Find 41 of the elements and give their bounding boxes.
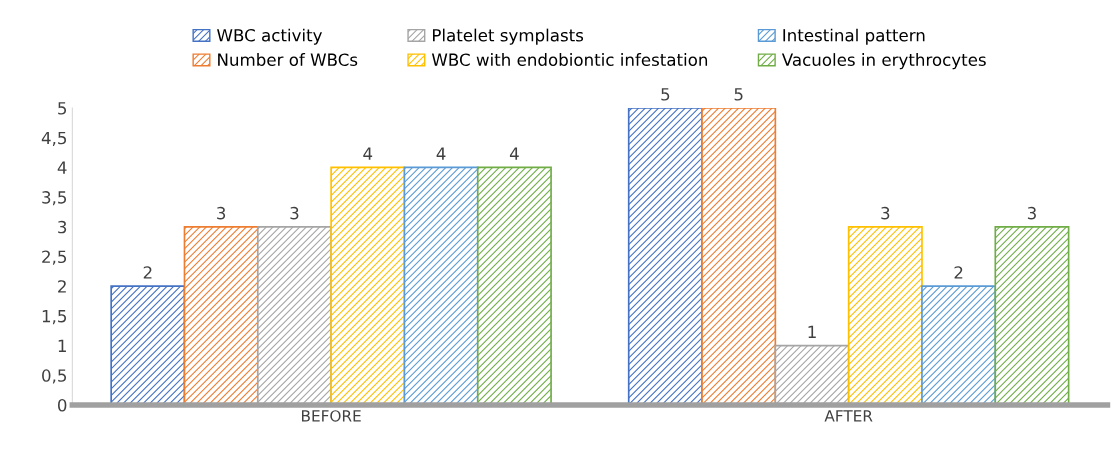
data-label: 3 — [290, 206, 299, 220]
bar — [183, 225, 259, 405]
y-tick-label: 4 — [57, 161, 67, 174]
data-label: 1 — [808, 325, 816, 338]
data-label: 5 — [661, 88, 670, 101]
y-tick-label: 2,5 — [42, 250, 67, 265]
data-label: 3 — [881, 206, 890, 220]
data-label: 2 — [954, 266, 963, 279]
y-tick-label: 4,5 — [41, 131, 67, 146]
bar — [701, 108, 777, 405]
legend-label: Platelet symplasts — [433, 28, 584, 45]
y-tick-label: 3 — [58, 220, 67, 234]
legend-label: WBC with endobiontic infestation — [431, 53, 708, 67]
y-tick-label: 1 — [58, 339, 66, 352]
bar — [403, 166, 479, 405]
y-tick-label: 1,5 — [42, 310, 67, 325]
bar — [110, 285, 186, 405]
x-tick-label: AFTER — [824, 410, 873, 422]
bar — [847, 225, 923, 405]
data-label: 3 — [217, 206, 226, 220]
x-tick-label: BEFORE — [302, 410, 361, 422]
data-label: 4 — [436, 147, 446, 160]
y-tick-label: 2 — [58, 280, 66, 293]
bar — [330, 166, 406, 405]
bar — [994, 225, 1070, 405]
data-label: 4 — [363, 147, 373, 160]
bar — [476, 166, 552, 405]
bar — [627, 108, 703, 405]
y-tick-label: 3,5 — [42, 191, 67, 206]
y-tick-label: 0,5 — [42, 369, 67, 384]
data-label: 2 — [143, 266, 152, 279]
data-label: 4 — [509, 147, 519, 160]
data-label: 3 — [1027, 206, 1036, 220]
bar — [921, 285, 997, 405]
legend-label: WBC activity — [217, 28, 322, 45]
y-tick-label: 0 — [57, 398, 67, 412]
legend-label: Intestinal pattern — [783, 28, 925, 45]
legend-label: Vacuoles in erythrocytes — [781, 53, 986, 70]
y-tick-label: 5 — [58, 102, 67, 115]
data-label: 5 — [734, 88, 743, 101]
legend-label: Number of WBCs — [218, 53, 358, 67]
